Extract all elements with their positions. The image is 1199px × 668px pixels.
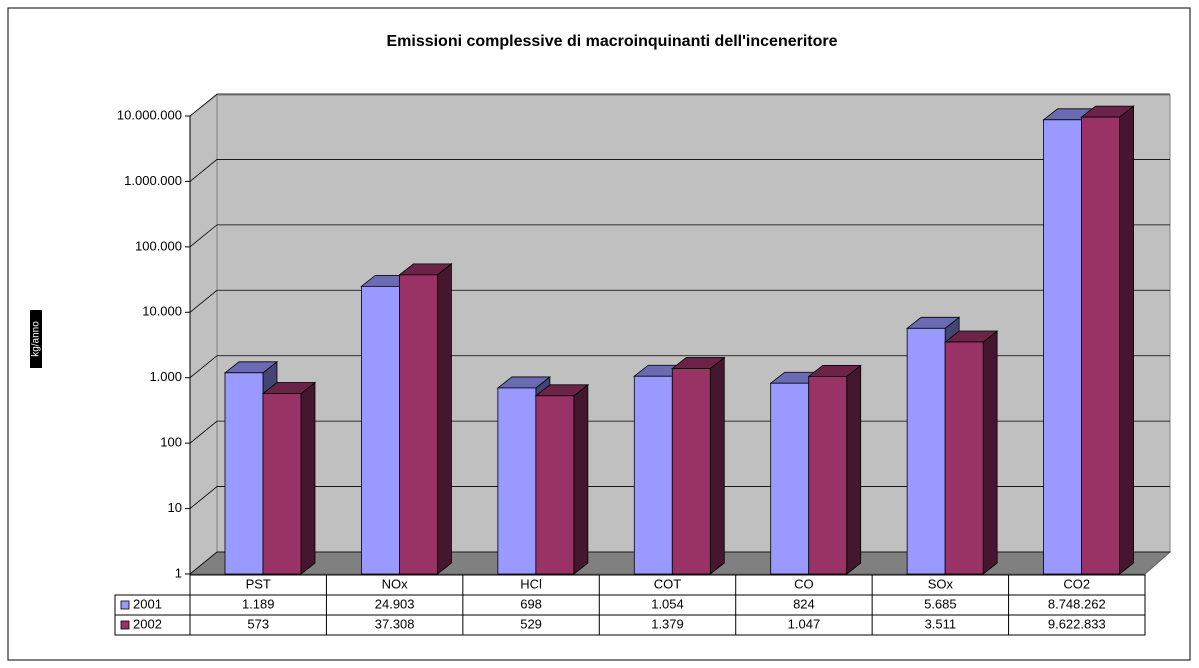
y-tick-label: 1.000 [149,369,182,384]
grid-line [189,224,1170,248]
bar-front [224,372,264,575]
bar-front [906,327,946,575]
data-table-value: 573 [247,616,269,631]
bar-side [437,263,452,575]
bar [807,364,862,575]
legend-label: 2001 [133,596,162,611]
bar-side [573,383,589,575]
data-table-value: 1.189 [242,596,275,611]
y-tick-label: 10.000.000 [117,107,182,122]
data-table-value: 1.379 [651,616,684,631]
legend-swatch [120,600,130,610]
data-table-value: 5.685 [924,596,957,611]
bar-front [1081,116,1120,575]
y-axis-label-bg [30,310,42,368]
legend-label: 2002 [133,616,162,631]
bar-front [770,382,810,575]
bar [398,263,453,575]
legend-swatch [120,620,130,630]
data-table-value: 1.054 [651,596,684,611]
data-table-value: 8.748.262 [1048,596,1106,611]
bar-front [671,368,711,575]
bar-front [361,285,400,575]
bar-front [1043,119,1082,575]
x-tick-label: HCl [520,576,542,591]
x-tick-label: PST [246,576,271,591]
bar-front [497,387,537,575]
data-table-value: 1.047 [788,616,821,631]
chart-title: Emissioni complessive di macroinquinanti… [386,33,837,50]
bar [534,383,590,575]
bar-side [709,356,725,575]
y-tick-label: 100 [160,435,182,450]
bar-front [808,376,848,575]
data-table-value: 529 [520,616,542,631]
grid-line [189,289,1170,313]
bar [943,330,999,575]
data-table-value: 698 [520,596,542,611]
y-tick-label: 1 [175,565,182,580]
bar-front [262,393,302,575]
grid-line [189,159,1170,182]
x-tick-label: CO [794,576,814,591]
y-axis-label-group: kg/anno [30,310,42,368]
y-tick-label: 1.000.000 [124,173,182,188]
data-table-value: 824 [793,596,815,611]
bar-front [633,375,673,575]
bar-front [944,341,984,575]
bar-front [535,395,575,575]
bar-side [1119,105,1134,575]
x-tick-label: CO2 [1063,576,1090,591]
y-axis-label: kg/anno [31,321,42,357]
bar-front [399,274,438,575]
x-tick-label: COT [654,576,682,591]
bar-side [982,330,998,575]
bar [1080,105,1135,575]
side-wall [189,93,218,576]
data-table-value: 9.622.833 [1048,616,1106,631]
bar [671,356,726,575]
y-tick-label: 100.000 [135,238,182,253]
grid-line [189,93,1170,117]
data-table-value: 37.308 [375,616,415,631]
y-tick-label: 10 [168,500,182,515]
x-tick-label: SOx [928,576,954,591]
bar-side [846,364,862,575]
data-table-value: 3.511 [925,616,957,631]
bar [261,381,317,575]
x-tick-label: NOx [382,576,409,591]
grid-line [189,355,1170,379]
data-table-value: 24.903 [375,596,415,611]
y-tick-label: 10.000 [142,304,182,319]
bar-side [300,381,316,575]
